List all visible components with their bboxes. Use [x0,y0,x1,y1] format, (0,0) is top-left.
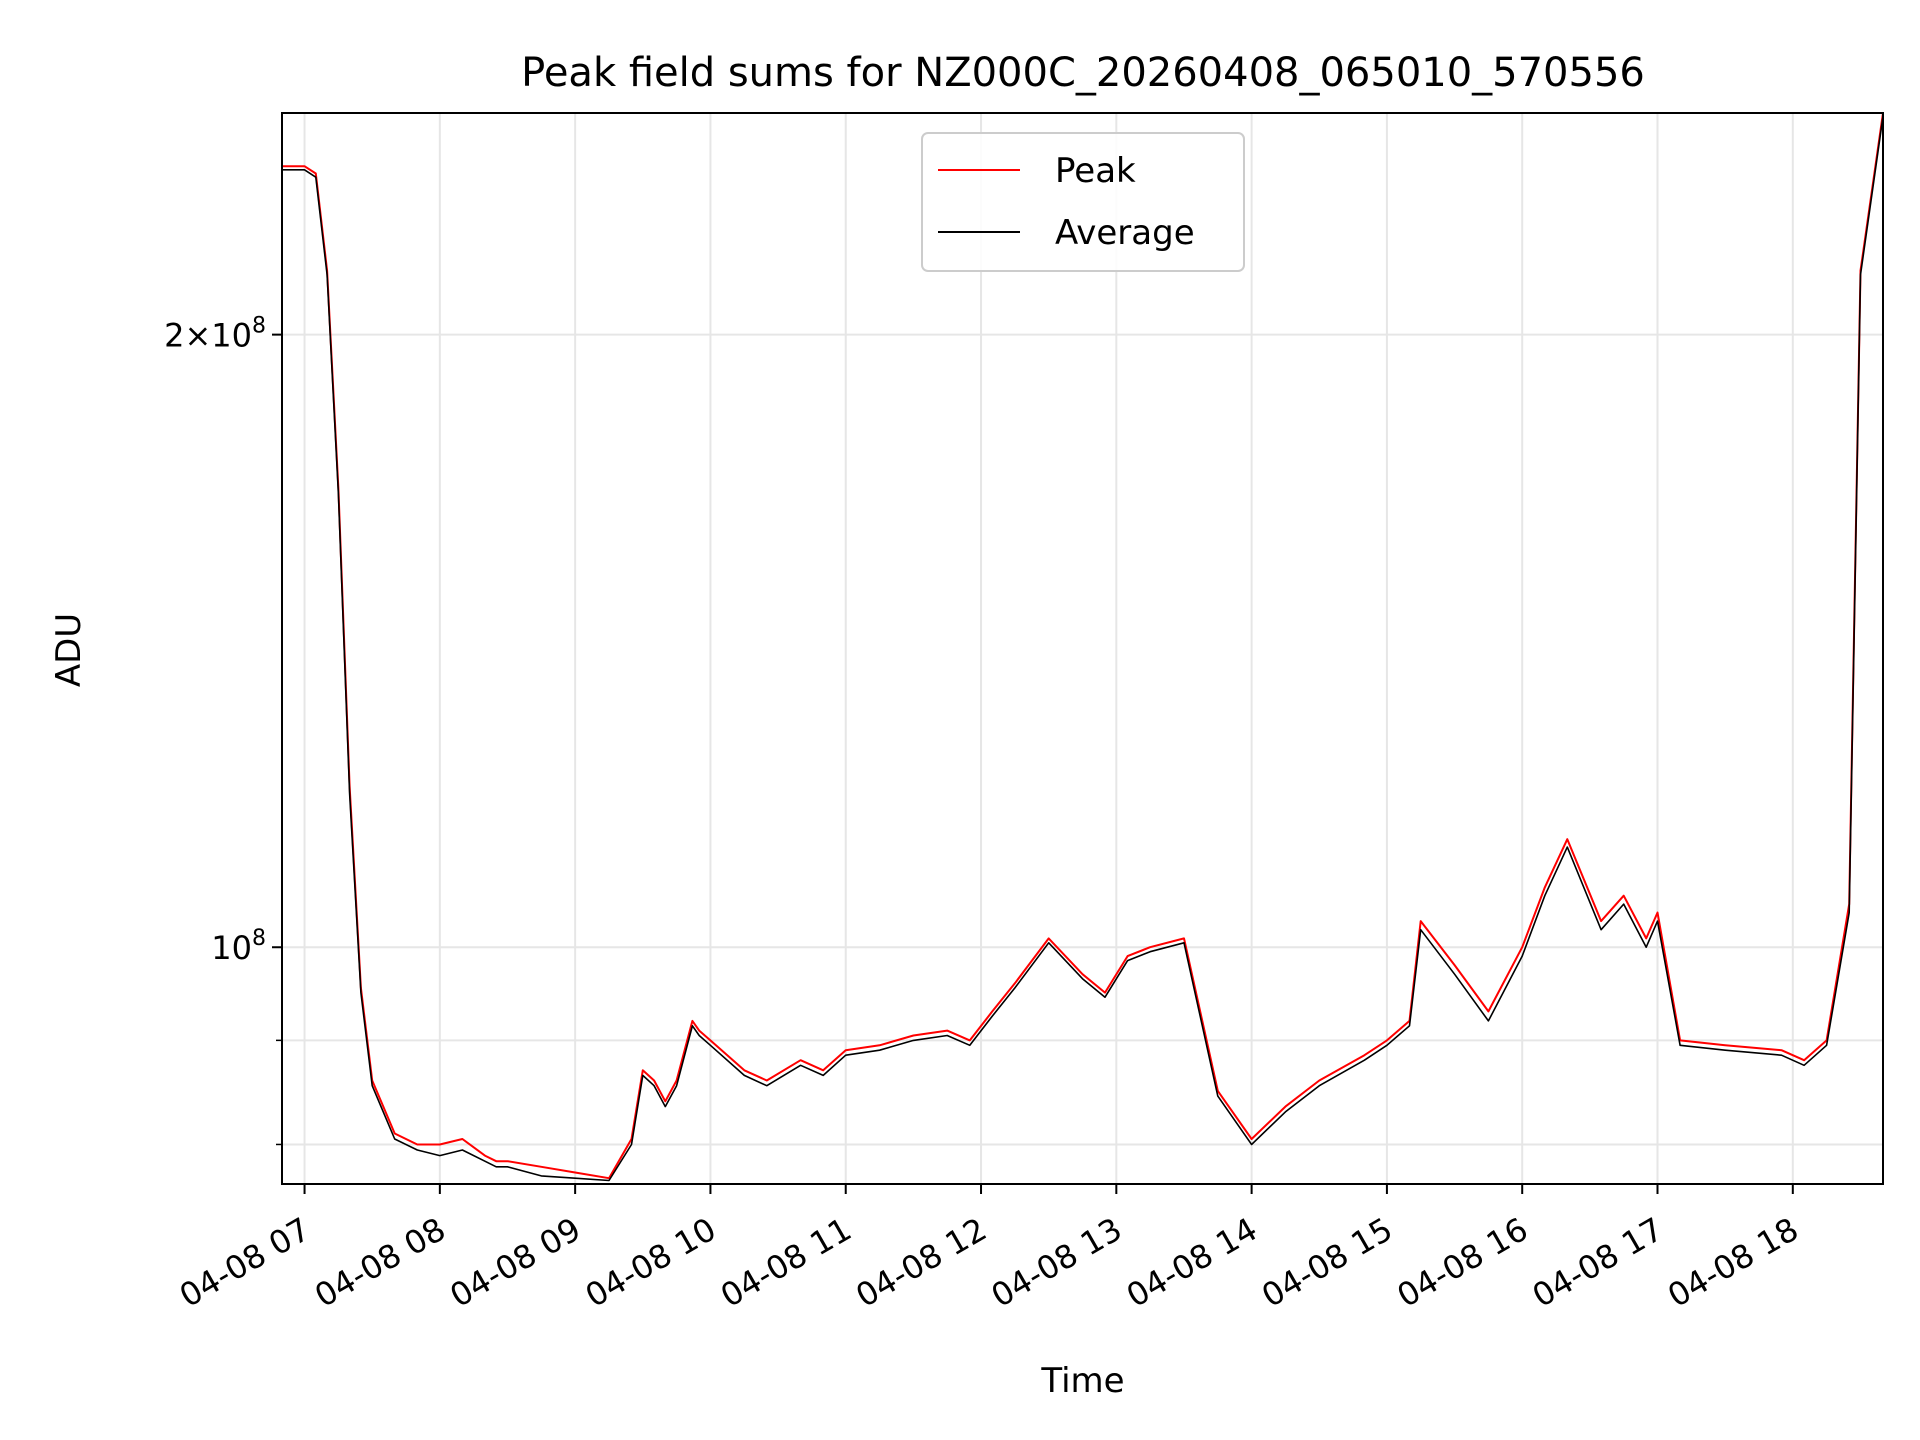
y-tick-label: 2×108 [164,314,266,355]
legend-average-label: Average [1055,213,1195,253]
y-tick-label: 108 [211,926,266,967]
y-axis-ticks: 2×108 108 [164,314,282,1146]
grid [282,113,1883,1184]
x-axis-label: Time [1040,1361,1124,1401]
legend-peak-label: Peak [1055,151,1136,191]
y-axis-label: ADU [49,613,89,687]
legend-box [921,132,1245,272]
series-line-average [282,116,1883,1182]
series-line-peak [282,113,1883,1180]
series-lines [282,113,1883,1182]
plot-frame [281,112,1884,1185]
chart-title: Peak field sums for NZ000C_20260408_0650… [521,50,1645,96]
legend: Peak Average [921,132,1245,272]
